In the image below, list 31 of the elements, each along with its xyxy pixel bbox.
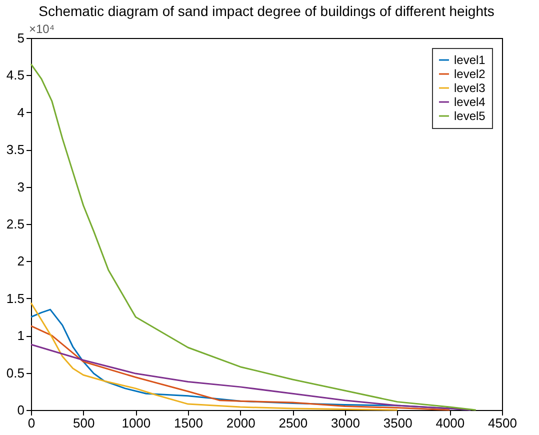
y-tick-label: 2 [17,254,24,269]
legend-label: level4 [454,95,486,109]
x-tick-label: 4500 [488,416,517,430]
line-series [30,344,472,411]
legend-label: level2 [454,67,486,81]
x-tick-label: 3500 [383,416,412,430]
y-tick-label: 4.5 [6,68,24,83]
y-tick-label: 5 [17,30,24,46]
y-tick-label: 2.5 [6,216,24,232]
x-tick-label: 1500 [174,416,203,430]
legend-label: level3 [454,81,486,95]
y-tick-label: 3.5 [6,142,24,158]
legend-label: level5 [454,109,486,123]
line-series [30,302,398,411]
x-tick-label: 1000 [122,416,151,430]
y-tick-label: 1 [17,328,24,344]
text: ×10⁴ [29,22,55,36]
legend-label: level1 [454,53,486,67]
y-tick-label: 4 [17,104,24,120]
line-series [30,325,450,411]
chart-title: Schematic diagram of sand impact degree of buildings of different heights [38,3,494,19]
y-tick-label: 0 [17,402,24,418]
x-tick-label: 500 [72,416,95,430]
y-tick-label: 0.5 [6,365,24,380]
y-tick-label: 3 [17,179,24,194]
x-tick-label: 4000 [436,416,465,430]
y-tick-label: 1.5 [6,290,24,306]
x-tick-label: 0 [28,416,36,430]
x-tick-label: 3000 [331,416,360,430]
x-tick-label: 2500 [278,416,308,430]
x-tick-label: 2000 [226,416,256,430]
